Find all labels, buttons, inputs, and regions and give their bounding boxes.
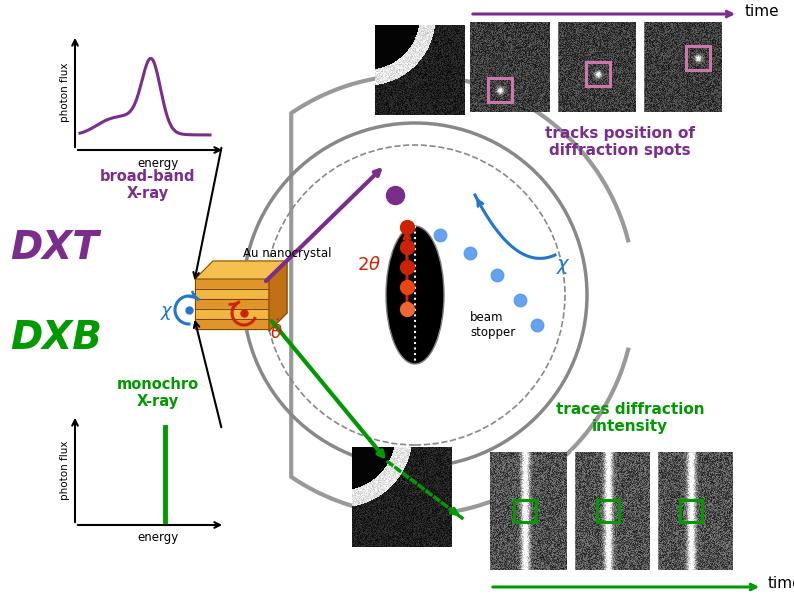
Bar <box>686 46 710 70</box>
Text: $\chi$: $\chi$ <box>556 258 571 276</box>
Text: time: time <box>745 4 780 19</box>
Text: Au nanocrystal: Au nanocrystal <box>243 246 331 259</box>
Text: time: time <box>768 577 794 592</box>
Text: $\chi$: $\chi$ <box>160 304 174 322</box>
Text: $2\theta$: $2\theta$ <box>357 256 381 274</box>
Polygon shape <box>269 261 287 331</box>
Polygon shape <box>195 319 269 329</box>
Bar <box>514 500 536 522</box>
Text: broad-band
X-ray: broad-band X-ray <box>100 169 195 201</box>
Bar <box>597 500 619 522</box>
Text: tracks position of
diffraction spots: tracks position of diffraction spots <box>545 126 695 158</box>
Ellipse shape <box>386 226 444 364</box>
Text: traces diffraction
intensity: traces diffraction intensity <box>556 402 704 434</box>
Polygon shape <box>195 299 269 309</box>
Text: beam
stopper: beam stopper <box>470 311 515 339</box>
Text: DXT: DXT <box>10 229 98 267</box>
Text: photon flux: photon flux <box>60 440 70 500</box>
Polygon shape <box>195 309 269 319</box>
Text: $\dot{\theta}$: $\dot{\theta}$ <box>270 319 283 343</box>
Polygon shape <box>195 261 287 279</box>
Text: DXB: DXB <box>10 319 102 357</box>
Bar <box>488 78 512 102</box>
Polygon shape <box>195 279 269 289</box>
Text: monochro
X-ray: monochro X-ray <box>117 377 198 409</box>
Text: energy: energy <box>137 157 178 170</box>
Bar <box>586 62 610 86</box>
Polygon shape <box>195 289 269 299</box>
Text: photon flux: photon flux <box>60 63 70 122</box>
Bar <box>680 500 702 522</box>
Text: energy: energy <box>137 532 178 544</box>
